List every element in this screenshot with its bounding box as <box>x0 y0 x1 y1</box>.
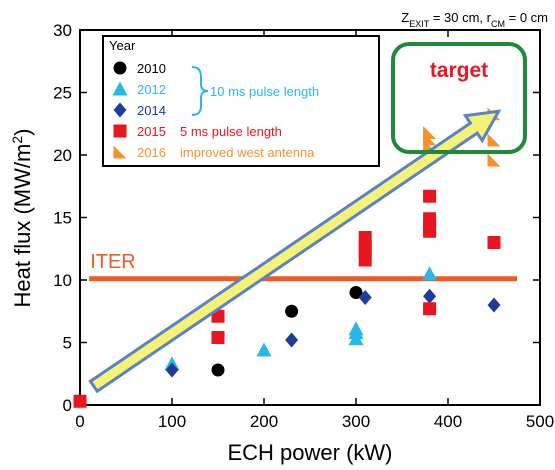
legend-marker-2014 <box>113 102 127 118</box>
data-point-2015 <box>358 231 372 244</box>
x-axis-title: ECH power (kW) <box>227 440 392 465</box>
x-tick-label: 100 <box>158 412 186 431</box>
data-point-2014 <box>358 290 372 305</box>
data-point-2015 <box>423 189 437 203</box>
x-tick-label: 500 <box>526 412 554 431</box>
y-axis-title-main: Heat flux (MW/m <box>10 144 35 308</box>
legend-title: Year <box>109 38 136 53</box>
data-point-2012 <box>256 342 272 357</box>
y-tick-label: 30 <box>53 21 72 40</box>
legend-label-2015: 2015 <box>137 124 166 139</box>
subtitle-r-rest: = 0 cm <box>505 10 548 25</box>
subtitle-z-sub: EXIT <box>409 19 430 29</box>
data-point-2010 <box>349 286 363 299</box>
x-tick-label: 0 <box>75 412 84 431</box>
target-box <box>391 42 527 154</box>
data-point-2012 <box>422 266 438 281</box>
legend-marker-2010 <box>113 61 127 75</box>
y-tick-label: 25 <box>53 84 72 103</box>
data-point-2014 <box>487 297 501 313</box>
legend-marker-2015 <box>113 124 127 138</box>
chart-subtitle: ZEXIT = 30 cm, rCM = 0 cm <box>401 10 548 29</box>
target-label: target <box>430 59 488 82</box>
subtitle-z-rest: = 30 cm, r <box>429 10 491 25</box>
trend-arrow <box>88 109 502 394</box>
y-axis-title-close: ) <box>10 129 35 136</box>
legend-bracket-label: 10 ms pulse length <box>210 84 319 99</box>
data-point-2015 <box>423 302 437 316</box>
y-tick-label: 20 <box>53 146 72 165</box>
legend-bracket <box>191 66 209 116</box>
tick-labels: 0 100 200 300 400 500 0 5 10 15 20 25 30 <box>53 21 554 431</box>
data-point-2010 <box>285 304 299 318</box>
legend-entries: 2010 2012 2014 2015 5 ms pulse length 2016 imp… <box>112 61 315 160</box>
data-point-2016 <box>487 153 501 167</box>
x-tick-label: 200 <box>250 412 278 431</box>
data-point-2015 <box>487 236 501 249</box>
legend-marker-2012 <box>112 81 128 96</box>
x-tick-label: 400 <box>434 412 462 431</box>
legend-note-2016: improved west antenna <box>180 145 315 160</box>
y-tick-label: 15 <box>53 209 72 228</box>
legend-label-2014: 2014 <box>137 103 166 118</box>
legend-note-2015: 5 ms pulse length <box>180 124 282 139</box>
legend-box <box>102 35 380 167</box>
data-point-2014 <box>285 332 299 348</box>
y-tick-label: 0 <box>63 396 72 415</box>
y-tick-label: 10 <box>53 271 72 290</box>
x-tick-label: 300 <box>342 412 370 431</box>
data-point-2010 <box>211 363 225 377</box>
legend-label-2012: 2012 <box>137 82 166 97</box>
y-axis-title: Heat flux (MW/m2) <box>9 129 35 308</box>
legend-label-2016: 2016 <box>137 145 166 160</box>
data-point-2014 <box>165 362 179 378</box>
data-point-2016 <box>487 133 501 147</box>
data-point-2015 <box>211 331 225 344</box>
legend-marker-2016 <box>113 145 127 159</box>
data-point-2015 <box>73 394 87 408</box>
y-tick-label: 5 <box>63 334 72 353</box>
y-axis-title-sup: 2 <box>9 136 25 144</box>
data-point-2014 <box>423 288 437 304</box>
subtitle-z: Z <box>401 10 409 25</box>
data-point-2015 <box>423 212 437 226</box>
subtitle-r-sub: CM <box>491 19 505 29</box>
legend-label-2010: 2010 <box>137 61 166 76</box>
data-point-2016 <box>423 126 437 139</box>
iter-label: ITER <box>90 251 136 273</box>
data-point-2012 <box>348 321 364 336</box>
